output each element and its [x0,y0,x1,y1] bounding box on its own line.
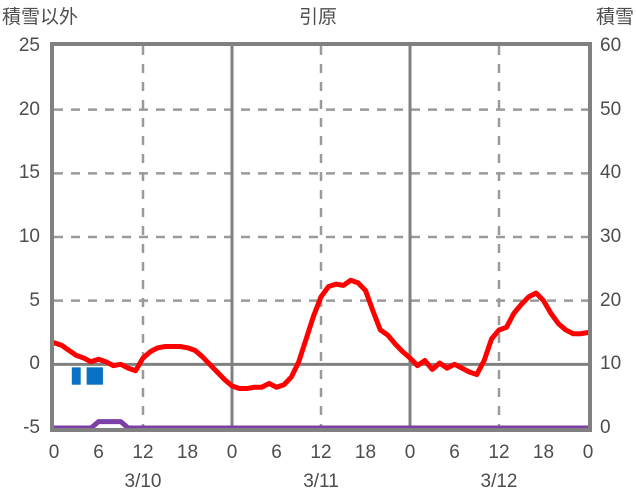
x-tick-6: 12 [310,442,332,463]
plot-frame [50,42,592,432]
x-tick-5: 6 [271,442,282,463]
x-tick-2: 12 [132,442,154,463]
right-axis-title: 積雪 [595,7,634,28]
left-tick-20: 20 [18,98,40,120]
right-tick-10: 10 [600,353,622,375]
left-tick-neg5: -5 [23,417,40,438]
x-tick-11: 18 [532,442,555,463]
right-tick-60: 60 [600,35,622,56]
left-tick-10: 10 [18,226,40,247]
gridlines [54,46,588,428]
chart-title: 引原 [298,7,337,28]
x-tick-1: 6 [93,442,104,463]
left-axis-title: 積雪以外 [2,7,79,28]
x-tick-3: 18 [176,442,199,463]
right-tick-30: 30 [600,226,622,247]
left-tick-0: 0 [29,353,40,375]
left-tick-15: 15 [18,162,40,184]
day-label-3-12: 3/12 [480,471,518,492]
day-label-3-10: 3/10 [124,471,162,492]
x-tick-8: 0 [404,442,416,463]
x-tick-7: 18 [354,442,377,463]
x-tick-10: 12 [488,442,510,463]
x-tick-0: 0 [48,442,60,463]
right-tick-40: 40 [600,162,622,184]
left-tick-25: 25 [18,35,40,56]
plot-area [54,46,588,428]
x-tick-4: 0 [226,442,238,463]
right-tick-50: 50 [600,98,622,120]
right-tick-20: 20 [600,289,622,311]
right-tick-0: 0 [600,417,611,438]
x-tick-12: 0 [582,442,594,463]
precipitation-bars [71,367,103,385]
left-tick-5: 5 [29,289,40,311]
x-tick-9: 6 [449,442,460,463]
temperature-line [54,277,588,392]
day-label-3-11: 3/11 [303,471,339,492]
